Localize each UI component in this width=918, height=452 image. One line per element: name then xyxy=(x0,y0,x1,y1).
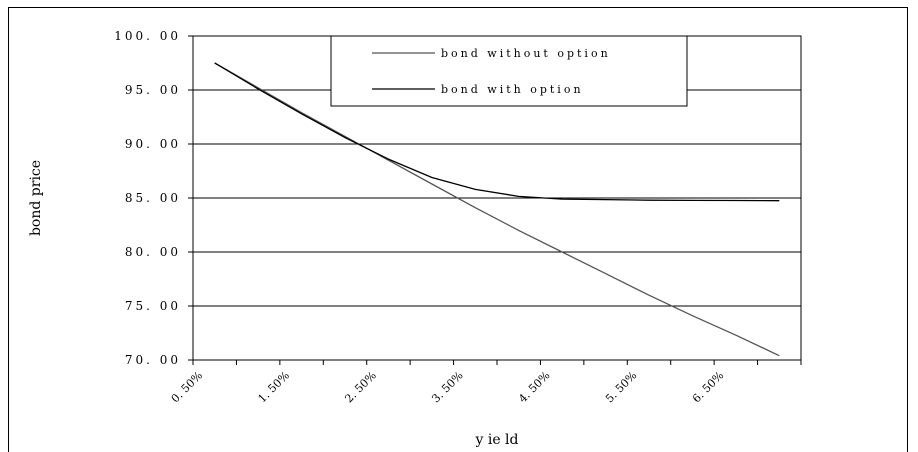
legend-label-bond-without-option: bond without option xyxy=(441,47,611,60)
y-tick-label: 90. 00 xyxy=(125,137,181,151)
series-line-bond-without-option xyxy=(214,62,780,357)
legend: bond without option bond with option xyxy=(330,35,688,107)
x-tick-label: 5. 50% xyxy=(603,369,639,405)
x-tick-label: 6. 50% xyxy=(690,369,726,405)
y-tick-label: 100. 00 xyxy=(114,29,181,43)
y-tick-label: 75. 00 xyxy=(125,299,181,313)
legend-box xyxy=(330,35,688,107)
x-axis-ticks xyxy=(192,360,802,365)
series-lines xyxy=(214,62,780,357)
x-axis-tick-labels: 0. 50% 1. 50% 2. 50% 3. 50% 4. 50% 5. 50% 6. 5… xyxy=(169,369,727,405)
chart-frame xyxy=(8,7,908,452)
x-tick-label: 2. 50% xyxy=(342,369,378,405)
y-axis-tick-labels: 70. 00 75. 00 80. 00 85. 00 90. 00 95. 00 100.… xyxy=(114,29,193,367)
y-axis-title: bond price xyxy=(28,160,44,236)
x-tick-label: 3. 50% xyxy=(429,369,465,405)
x-tick-label: 0. 50% xyxy=(169,369,205,405)
x-tick-label: 1. 50% xyxy=(256,369,292,405)
y-tick-label: 85. 00 xyxy=(125,191,181,205)
series-line-bond-with-option xyxy=(214,62,780,202)
x-tick-label: 4. 50% xyxy=(516,369,552,405)
x-axis-title: y ie ld xyxy=(474,432,518,448)
y-tick-label: 80. 00 xyxy=(125,245,181,259)
legend-label-bond-with-option: bond with option xyxy=(441,83,584,96)
y-tick-label: 70. 00 xyxy=(125,353,181,367)
y-tick-label: 95. 00 xyxy=(125,83,181,97)
